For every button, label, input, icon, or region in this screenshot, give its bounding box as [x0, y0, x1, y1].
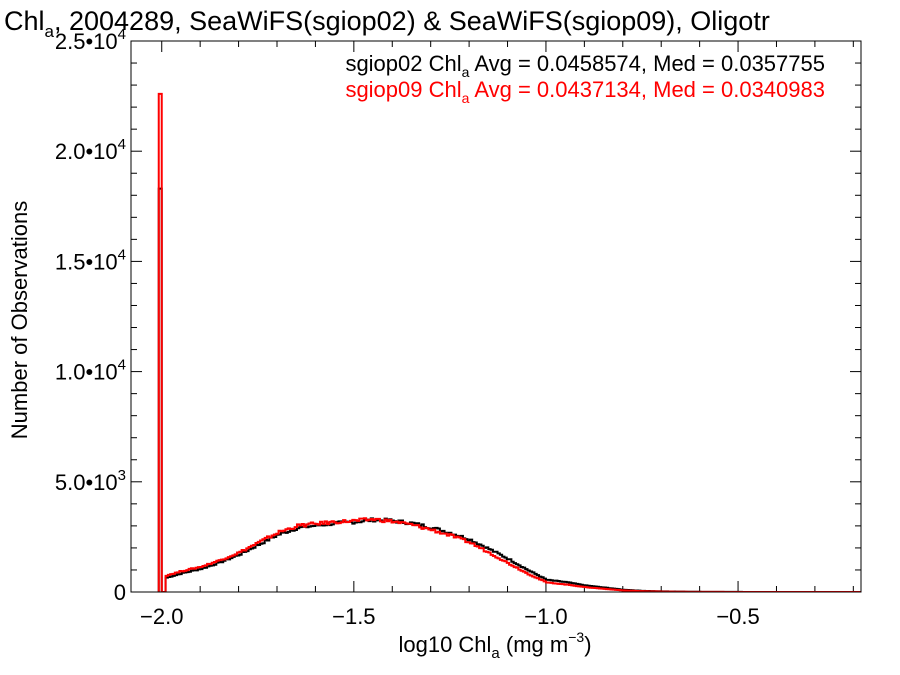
x-axis-label-close: ) — [584, 632, 591, 657]
legend-entry-sgiop09: sgiop09 Chla Avg = 0.0437134, Med = 0.03… — [345, 77, 825, 106]
y-tick-label: 1.0•104 — [55, 357, 126, 385]
legend-entry-sgiop02-stats: Avg = 0.0458574, Med = 0.0357755 — [469, 51, 825, 76]
y-axis-label: Number of Observations — [7, 201, 32, 439]
x-tick-label: −1.0 — [524, 604, 567, 629]
legend-entry-sgiop02-prefix: sgiop02 Chl — [345, 51, 461, 76]
chart-title-subscript: a — [45, 22, 55, 41]
y-tick-label: 2.5•104 — [55, 26, 126, 54]
plot-frame — [130, 40, 862, 593]
chart-title: Chla, 2004289, SeaWiFS(sgiop02) & SeaWiF… — [4, 6, 770, 41]
series-sgiop02-line — [157, 187, 861, 592]
x-axis-label-subscript: a — [491, 645, 500, 662]
x-axis-label-main: log10 Chl — [398, 632, 491, 657]
x-axis-label-superscript: −3 — [568, 629, 584, 645]
legend-entry-sgiop02: sgiop02 Chla Avg = 0.0458574, Med = 0.03… — [345, 51, 825, 80]
chart-title-rest: , 2004289, SeaWiFS(sgiop02) & SeaWiFS(sg… — [54, 6, 770, 36]
y-tick-label: 5.0•103 — [55, 467, 126, 495]
x-axis-label: log10 Chla (mg m−3) — [398, 629, 591, 662]
x-tick-label: −1.5 — [332, 604, 375, 629]
y-tick-label: 0 — [114, 580, 126, 605]
x-axis-label-units: (mg m — [500, 632, 568, 657]
legend-entry-sgiop02-subscript: a — [462, 64, 470, 80]
series-sgiop09-line — [157, 92, 861, 592]
legend-entry-sgiop09-stats: Avg = 0.0437134, Med = 0.0340983 — [469, 77, 825, 102]
y-tick-label: 1.5•104 — [55, 246, 126, 274]
axis-tick-labels: −2.0 −1.5 −1.0 −0.5 0 5.0•103 1.0•104 1.5•104 2.… — [55, 26, 760, 629]
x-tick-label: −2.0 — [140, 604, 183, 629]
legend-entry-sgiop09-subscript: a — [462, 90, 470, 106]
legend-entry-sgiop09-prefix: sgiop09 Chl — [345, 77, 461, 102]
axis-ticks — [131, 40, 861, 593]
series-group — [157, 92, 861, 592]
chart-title-main: Chl — [4, 6, 45, 36]
x-tick-label: −0.5 — [716, 604, 759, 629]
y-tick-label: 2.0•104 — [55, 136, 126, 164]
plot-area — [157, 92, 861, 592]
legend: sgiop02 Chla Avg = 0.0458574, Med = 0.03… — [345, 51, 825, 106]
